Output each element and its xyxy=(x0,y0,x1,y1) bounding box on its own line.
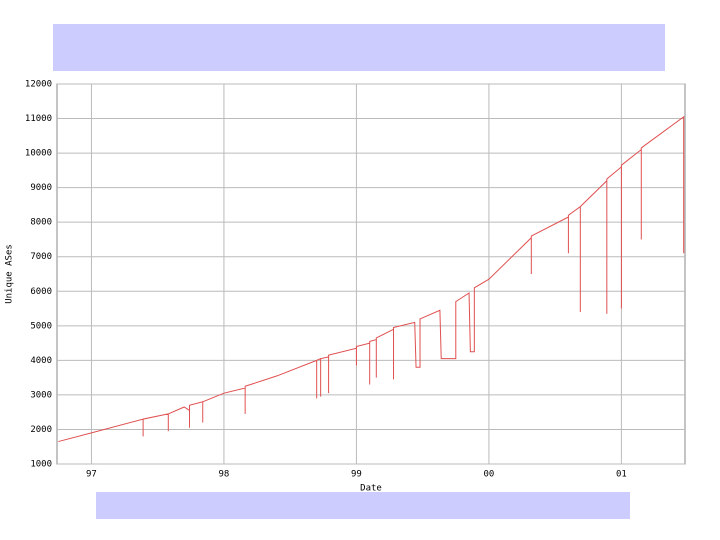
x-axis-label: Date xyxy=(360,484,382,494)
y-axis-label: Unique ASes xyxy=(5,244,15,304)
y-tick-label: 6000 xyxy=(30,287,52,297)
y-tick-label: 7000 xyxy=(30,252,52,262)
plot-frame xyxy=(56,83,686,465)
y-tick-label: 9000 xyxy=(30,183,52,193)
y-tick-label: 10000 xyxy=(25,149,52,159)
x-tick-label: 97 xyxy=(86,470,97,480)
x-tick-label: 98 xyxy=(219,470,230,480)
y-tick-label: 3000 xyxy=(30,390,52,400)
data-line xyxy=(58,115,685,443)
y-tick-label: 4000 xyxy=(30,356,52,366)
footer-banner xyxy=(96,492,630,519)
y-tick-label: 5000 xyxy=(30,321,52,331)
y-tick-label: 2000 xyxy=(30,425,52,435)
y-tick-label: 12000 xyxy=(25,80,52,90)
y-tick-label: 1000 xyxy=(30,460,52,470)
header-banner xyxy=(53,24,665,71)
x-tick-label: 99 xyxy=(351,470,362,480)
y-tick-label: 8000 xyxy=(30,218,52,228)
chart: Date Unique ASes 1000 2000 3000 4000 5000 600… xyxy=(5,80,686,494)
x-tick-label: 00 xyxy=(483,470,494,480)
y-tick-label: 11000 xyxy=(25,114,52,124)
x-tick-label: 01 xyxy=(616,470,627,480)
